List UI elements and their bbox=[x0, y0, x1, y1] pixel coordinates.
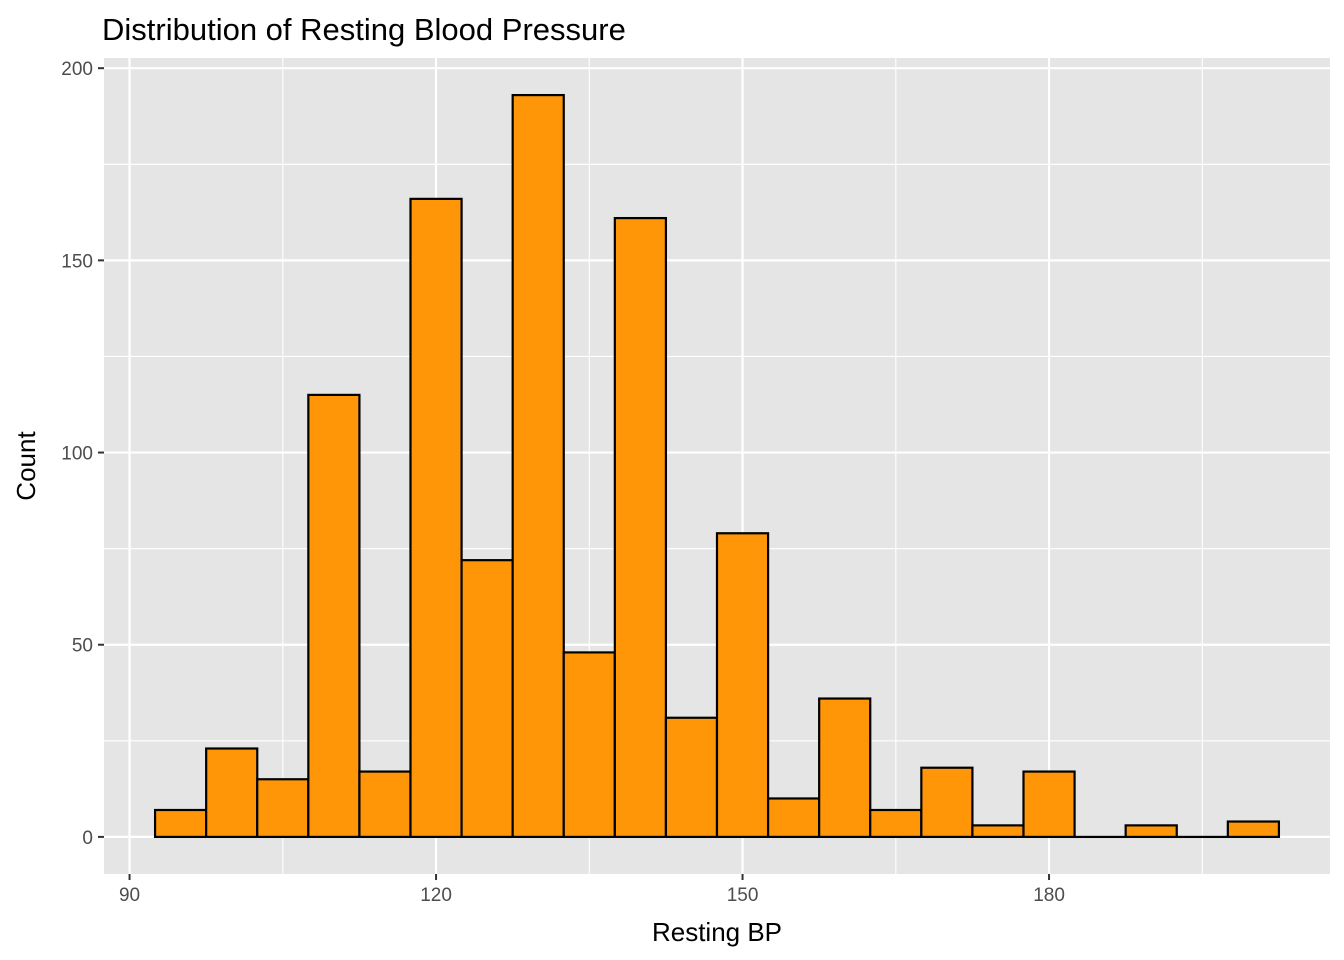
histogram-bar bbox=[664, 716, 719, 839]
histogram-bar bbox=[971, 824, 1025, 839]
chart-title: Distribution of Resting Blood Pressure bbox=[102, 12, 626, 47]
bars bbox=[153, 93, 1281, 839]
x-axis: 90 120 150 180 bbox=[119, 874, 1065, 906]
histogram-bar bbox=[511, 93, 565, 839]
histogram-bar bbox=[562, 651, 616, 839]
y-tick-label: 200 bbox=[61, 59, 93, 80]
histogram-bar bbox=[869, 808, 923, 839]
histogram-bar bbox=[613, 216, 668, 839]
y-tick-label: 50 bbox=[72, 636, 93, 657]
histogram-bar bbox=[920, 766, 974, 839]
x-tick-label: 150 bbox=[727, 885, 759, 906]
histogram-bar bbox=[307, 393, 361, 839]
histogram-bar bbox=[1124, 824, 1178, 839]
histogram-bar bbox=[766, 797, 821, 839]
histogram-bar bbox=[818, 697, 872, 839]
y-axis-title: Count bbox=[11, 431, 41, 501]
histogram-bar bbox=[1022, 770, 1076, 839]
histogram-bar bbox=[358, 770, 412, 839]
y-tick-label: 100 bbox=[61, 444, 93, 465]
histogram-bar bbox=[153, 808, 208, 839]
x-axis-title: Resting BP bbox=[652, 917, 782, 947]
x-tick-label: 120 bbox=[420, 885, 452, 906]
histogram-bar bbox=[715, 532, 770, 839]
histogram-bar bbox=[1226, 820, 1281, 839]
histogram-bar bbox=[205, 747, 259, 839]
y-axis: 0 50 100 150 200 bbox=[61, 59, 104, 849]
x-tick-label: 180 bbox=[1033, 885, 1065, 906]
histogram-bar bbox=[409, 197, 463, 839]
histogram-bar bbox=[256, 778, 310, 839]
y-tick-label: 0 bbox=[82, 828, 93, 849]
x-tick-label: 90 bbox=[119, 885, 140, 906]
histogram-bar bbox=[460, 559, 514, 839]
y-tick-label: 150 bbox=[61, 251, 93, 272]
